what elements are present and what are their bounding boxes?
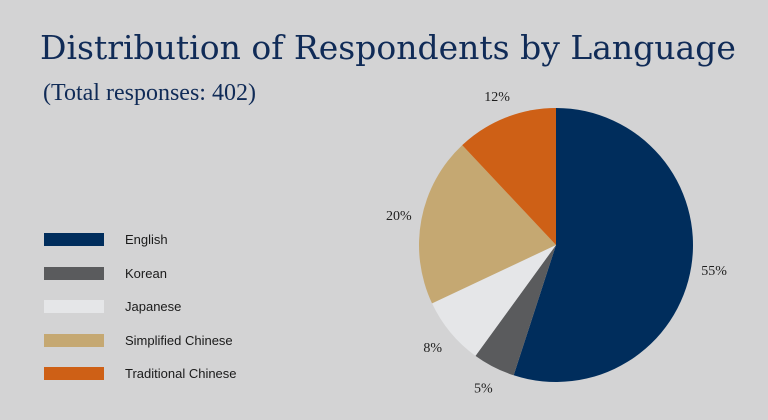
pie-slice-japanese (432, 245, 556, 356)
legend-label: Japanese (125, 299, 182, 315)
pie-slice-traditional-chinese (462, 108, 556, 245)
legend-item-korean: Korean (44, 257, 237, 291)
legend-label: Korean (125, 265, 167, 281)
pie-slice-english (513, 108, 693, 382)
legend-item-english: English (44, 223, 237, 257)
legend-item-simplified-chinese: Simplified Chinese (44, 324, 237, 358)
slice-label-korean: 5% (474, 382, 493, 397)
legend: English Korean Japanese Simplified Chinese T… (44, 223, 237, 391)
legend-label: Simplified Chinese (125, 332, 233, 348)
chart-title: Distribution of Respondents by Language (40, 28, 736, 67)
legend-item-traditional-chinese: Traditional Chinese (44, 357, 237, 391)
legend-label: Traditional Chinese (125, 366, 237, 382)
slice-label-simplified-chinese: 20% (386, 209, 412, 224)
legend-swatch (44, 233, 104, 247)
legend-item-japanese: Japanese (44, 290, 237, 324)
legend-label: English (125, 232, 168, 248)
slice-label-japanese: 8% (423, 341, 442, 356)
legend-swatch (44, 367, 104, 381)
legend-swatch (44, 300, 104, 314)
pie-slice-korean (475, 245, 556, 376)
chart-subtitle: (Total responses: 402) (43, 80, 256, 106)
legend-swatch (44, 266, 104, 280)
legend-swatch (44, 333, 104, 347)
pie-slice-simplified-chinese (419, 145, 556, 304)
slice-label-english: 55% (701, 264, 727, 279)
slice-label-traditional-chinese: 12% (484, 90, 510, 105)
